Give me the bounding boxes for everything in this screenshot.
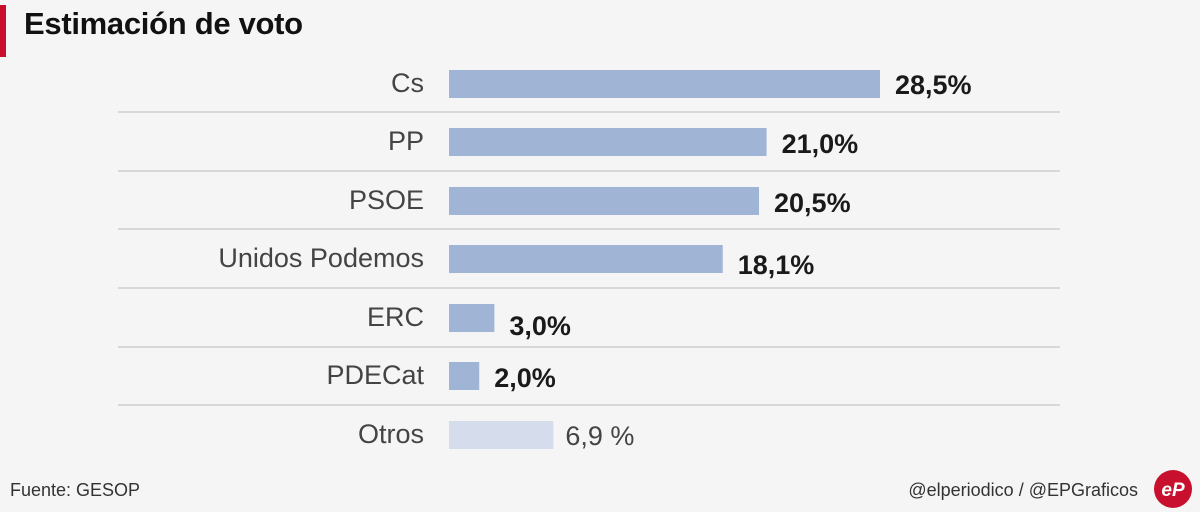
svg-text:eP: eP [1161, 480, 1185, 501]
bar-erc [449, 304, 495, 332]
bar-cs [449, 70, 880, 98]
category-label: PDECat [326, 360, 424, 390]
value-label: 21,0% [782, 129, 859, 159]
category-label: ERC [367, 302, 424, 332]
value-label: 20,5% [774, 188, 851, 218]
value-label: 6,9 % [565, 421, 634, 451]
value-label: 3,0% [509, 311, 571, 341]
category-label: Unidos Podemos [218, 243, 424, 273]
credit-note: @elperiodico / @EPGraficos [908, 480, 1138, 500]
value-label: 2,0% [494, 363, 556, 393]
bar-otros [449, 421, 554, 449]
bar-pp [449, 128, 767, 156]
bar-unidos-podemos [449, 245, 723, 273]
category-label: PSOE [349, 185, 424, 215]
title-accent-bar [0, 5, 6, 57]
category-label: Otros [358, 419, 424, 449]
elperiodico-logo-icon: eP [1154, 470, 1192, 508]
value-label: 18,1% [738, 250, 815, 280]
bar-psoe [449, 187, 760, 215]
category-label: Cs [391, 68, 424, 98]
chart-title: Estimación de voto [24, 6, 303, 41]
source-note: Fuente: GESOP [10, 480, 141, 500]
value-label: 28,5% [895, 70, 972, 100]
bar-pdecat [449, 362, 480, 390]
category-label: PP [388, 126, 424, 156]
